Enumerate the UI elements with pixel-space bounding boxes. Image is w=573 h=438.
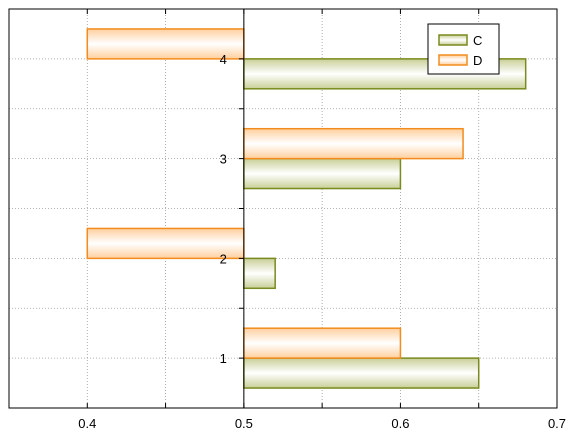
y-tick-label: 4 xyxy=(220,52,227,67)
y-tick-label: 3 xyxy=(220,152,227,167)
legend-swatch-c xyxy=(438,34,468,46)
x-tick-label: 0.6 xyxy=(391,416,409,431)
legend-label-d: D xyxy=(473,53,482,68)
ticks: 0.4 0.5 0.6 0.7 1 2 3 4 xyxy=(8,8,566,431)
bar-c-3 xyxy=(243,157,402,190)
bar-c-2 xyxy=(243,257,276,290)
legend-swatch-d xyxy=(438,54,468,66)
y-tick-label: 1 xyxy=(220,351,227,366)
legend-box xyxy=(427,23,500,75)
x-tick-label: 0.7 xyxy=(548,416,566,431)
plot-frame xyxy=(8,8,558,409)
legend-label-c: C xyxy=(473,33,482,48)
x-tick-label: 0.4 xyxy=(78,416,96,431)
legend: CD xyxy=(427,23,500,75)
bar-c-1 xyxy=(243,357,480,389)
bar-d-2 xyxy=(86,227,245,260)
bar-d-3 xyxy=(243,127,464,160)
x-tick-label: 0.5 xyxy=(235,416,253,431)
y-tick-label: 2 xyxy=(220,251,227,266)
bar-d-1 xyxy=(243,327,402,359)
bar-d-4 xyxy=(86,28,245,60)
